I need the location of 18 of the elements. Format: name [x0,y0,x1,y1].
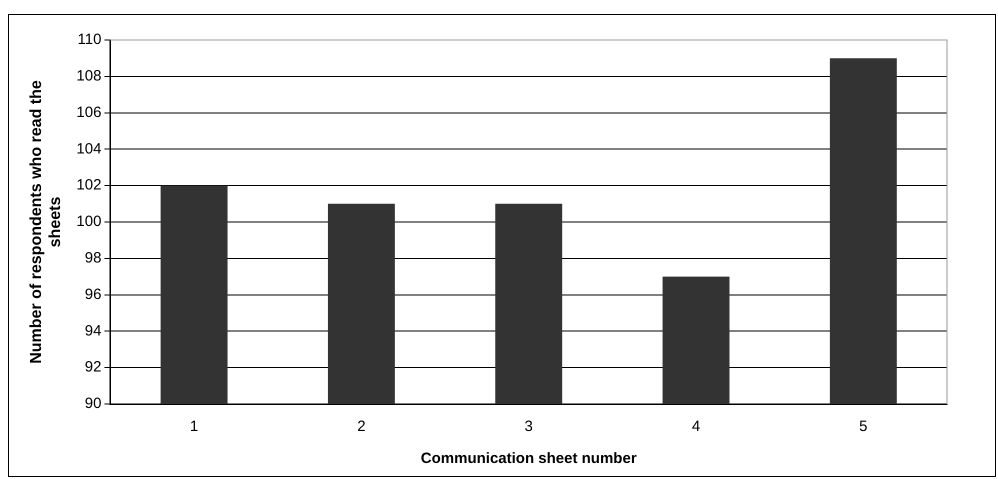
x-tick-label: 3 [524,418,533,436]
y-tick-label: 98 [84,250,102,267]
y-tick-label: 96 [84,286,102,303]
y-tick-label: 90 [84,395,102,412]
x-tick-label: 4 [692,418,700,436]
x-axis-title: Communication sheet number [420,450,637,468]
x-tick-label: 5 [859,418,868,436]
y-tick-label: 104 [76,140,102,158]
y-tick-label: 94 [84,322,102,340]
x-tick-label: 2 [357,418,366,436]
y-tick-label: 108 [76,68,102,85]
y-tick-label: 100 [76,213,102,230]
y-tick-label: 102 [76,176,102,194]
y-tick-label: 110 [78,31,102,48]
x-tick-label: 1 [190,418,198,436]
y-tick-label: 106 [76,104,102,121]
y-axis-title: Number of respondents who read the sheets [28,80,64,364]
y-tick-label: 92 [84,358,102,376]
